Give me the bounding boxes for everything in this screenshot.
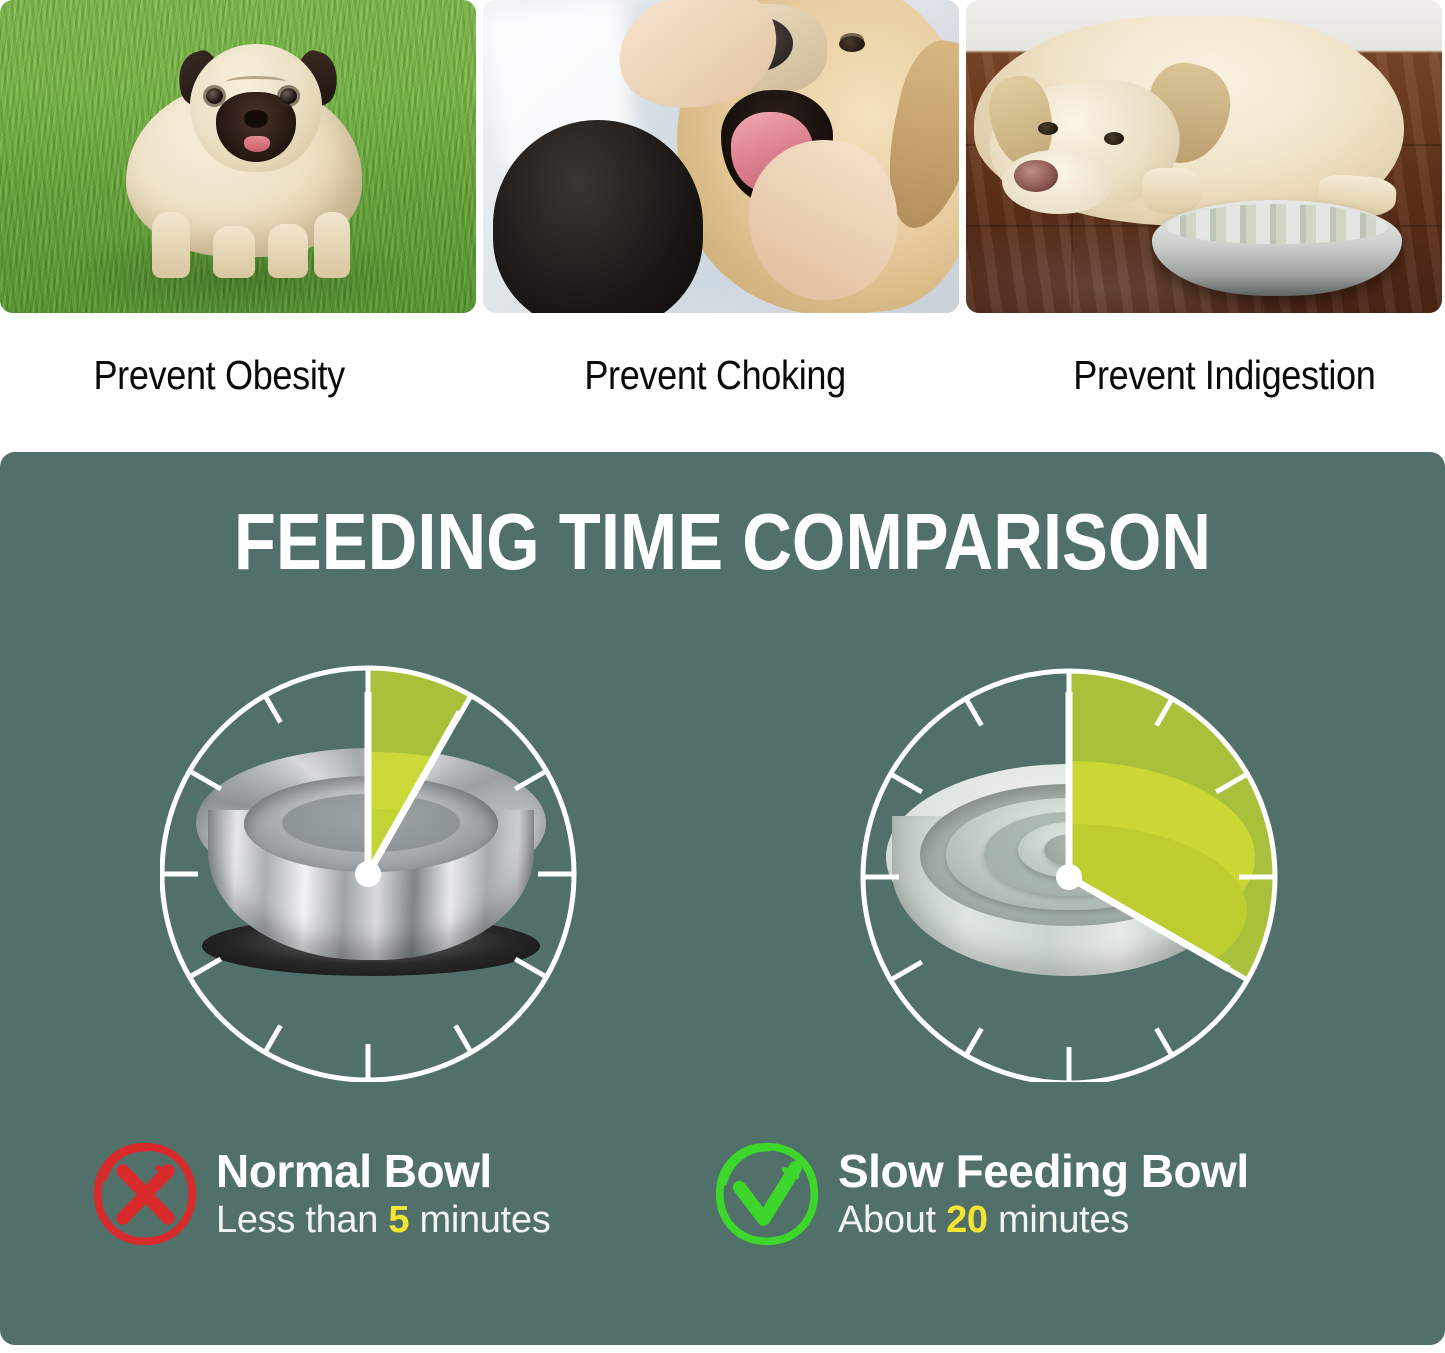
legend-title-slow-feeding-bowl: Slow Feeding Bowl [838, 1145, 1249, 1197]
person-head-illustration [493, 120, 703, 313]
benefit-photo-prevent-choking [483, 0, 959, 313]
legend-subtitle-slow-feeding-bowl: About 20 minutes [838, 1197, 1249, 1243]
legend-subtitle-normal-bowl: Less than 5 minutes [216, 1197, 551, 1243]
benefit-photo-prevent-indigestion [966, 0, 1442, 313]
legend-title-normal-bowl: Normal Bowl [216, 1145, 492, 1197]
legend-sub-prefix: Less than [216, 1199, 379, 1241]
legend-normal-bowl: Normal Bowl Less than 5 minutes [90, 1124, 790, 1264]
clock-elapsed-hand [364, 710, 464, 876]
x-circle-icon [93, 1142, 197, 1246]
clock-normal-bowl [160, 652, 580, 1082]
clock-dial-20-minutes [860, 668, 1278, 1082]
benefit-photo-prevent-obesity [0, 0, 476, 313]
benefit-caption-prevent-indigestion: Prevent Indigestion [1072, 352, 1376, 398]
panel-title: FEEDING TIME COMPARISON [233, 497, 1212, 586]
clock-center-hub [1056, 864, 1082, 890]
legend-sub-suffix: minutes [419, 1199, 551, 1241]
feeding-time-comparison-panel: FEEDING TIME COMPARISON [0, 452, 1445, 1345]
benefit-caption-prevent-choking: Prevent Choking [584, 352, 847, 398]
benefits-photo-strip [0, 0, 1445, 318]
pug-illustration [118, 36, 368, 281]
benefit-caption-prevent-obesity: Prevent Obesity [93, 352, 345, 398]
clock-slow-feeding-bowl [860, 652, 1280, 1082]
legend-slow-feeding-bowl: Slow Feeding Bowl About 20 minutes [712, 1124, 1412, 1264]
clock-ticks [162, 668, 574, 1080]
steel-bowl-illustration [1152, 200, 1402, 296]
benefit-captions: Prevent Obesity Prevent Choking Prevent … [0, 330, 1445, 420]
clock-elapsed-hand [1067, 873, 1231, 973]
clock-dial-5-minutes [160, 665, 577, 1082]
legend-sub-number: 20 [946, 1199, 988, 1241]
legend-sub-prefix: About [838, 1199, 936, 1241]
legend-sub-suffix: minutes [998, 1199, 1129, 1241]
clock-center-hub [355, 861, 381, 887]
check-circle-icon [715, 1142, 819, 1246]
legend-sub-number: 5 [388, 1199, 410, 1241]
